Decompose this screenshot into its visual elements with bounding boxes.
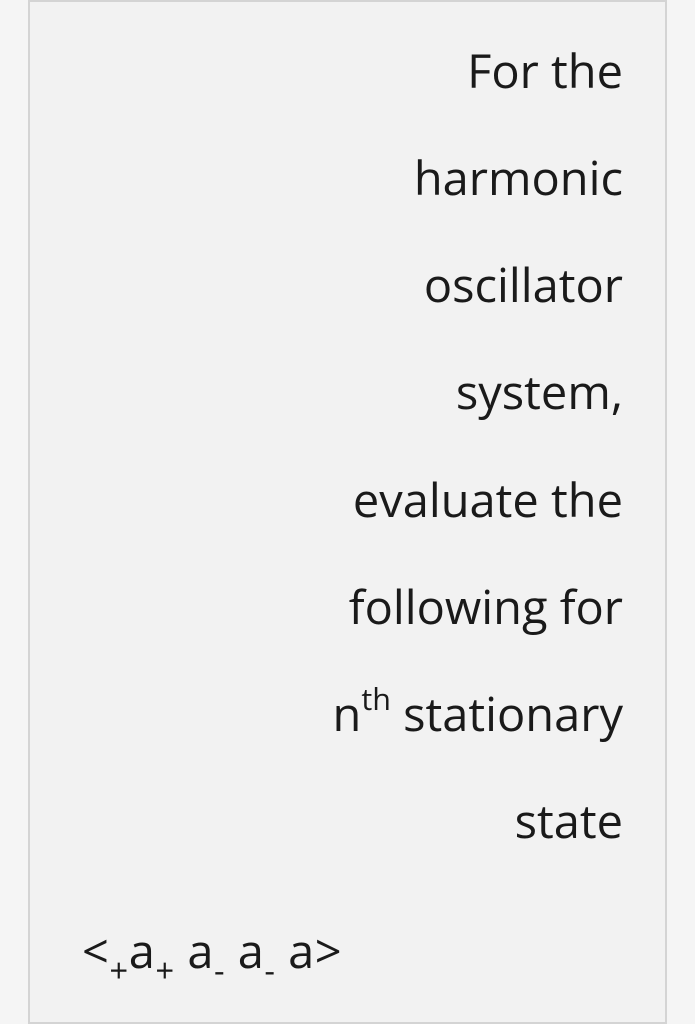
text-line-5: evaluate the	[353, 467, 623, 531]
text-line-8: state	[515, 788, 623, 852]
superscript-th: th	[361, 677, 391, 719]
subscript-2: +	[155, 947, 174, 992]
text-line-1: For the	[467, 38, 623, 102]
question-box: For the harmonic oscillator system, eval…	[28, 0, 667, 1024]
operator-a1: a	[129, 918, 156, 982]
operator-a2: a	[175, 918, 214, 982]
operator-a4: a	[275, 918, 314, 982]
subscript-4: -	[264, 947, 275, 992]
operator-a3: a	[225, 918, 264, 982]
text-line-4: system,	[456, 359, 623, 423]
text-line-3: oscillator	[424, 252, 623, 316]
bracket-open: <	[82, 918, 109, 982]
text-line-2: harmonic	[414, 145, 623, 209]
text-line-6: following for	[349, 574, 623, 638]
text-line-7-suffix: stationary	[391, 681, 623, 745]
math-expression: <+a+ a- a- a>	[72, 918, 623, 988]
subscript-3: -	[214, 947, 225, 992]
bracket-close: >	[315, 918, 342, 982]
question-text: For the harmonic oscillator system, eval…	[72, 17, 623, 874]
page-container: For the harmonic oscillator system, eval…	[0, 0, 695, 1024]
subscript-1: +	[109, 947, 128, 992]
text-line-7-prefix: n	[332, 681, 361, 745]
